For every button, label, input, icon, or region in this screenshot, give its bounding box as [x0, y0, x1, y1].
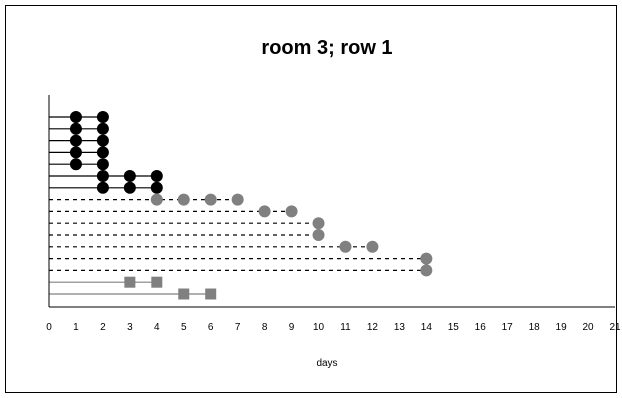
chart-row — [49, 217, 325, 230]
data-point-circle — [150, 170, 163, 182]
x-tick-label: 19 — [556, 322, 568, 333]
data-point-circle — [96, 170, 109, 182]
data-point-square — [124, 276, 136, 288]
x-tick-label: 4 — [154, 322, 160, 333]
data-point-circle — [150, 193, 163, 206]
data-point-circle — [420, 252, 433, 265]
data-point-circle — [312, 229, 325, 241]
data-point-circle — [339, 240, 352, 253]
chart-title: room 3; row 1 — [261, 37, 392, 59]
chart-row — [49, 122, 109, 135]
data-point-circle — [204, 193, 217, 206]
x-tick-label: 9 — [289, 322, 295, 333]
x-tick-label: 10 — [313, 322, 325, 333]
data-point-circle — [312, 217, 325, 230]
chart-row — [49, 158, 109, 171]
chart-row — [49, 229, 325, 241]
chart-row — [49, 276, 163, 288]
x-tick-label: 21 — [609, 322, 621, 333]
data-point-circle — [69, 134, 82, 147]
x-tick-label: 5 — [181, 322, 187, 333]
x-tick-label: 2 — [100, 322, 106, 333]
data-point-circle — [69, 158, 82, 171]
data-point-circle — [96, 181, 109, 194]
chart-row — [49, 146, 109, 159]
chart-row — [49, 252, 433, 265]
data-point-square — [178, 288, 190, 300]
chart-row — [49, 205, 298, 218]
data-point-circle — [258, 205, 271, 218]
data-point-circle — [69, 111, 82, 123]
x-tick-label: 12 — [367, 322, 379, 333]
data-point-circle — [231, 193, 244, 206]
data-point-square — [205, 288, 217, 300]
data-point-circle — [69, 122, 82, 135]
chart-rows — [49, 111, 433, 300]
x-tick-label: 1 — [73, 322, 79, 333]
data-point-circle — [96, 134, 109, 147]
data-point-circle — [96, 111, 109, 123]
data-point-circle — [123, 181, 136, 194]
x-axis-label: days — [316, 358, 337, 369]
data-point-circle — [96, 158, 109, 171]
chart-row — [49, 264, 433, 277]
chart-row — [49, 111, 109, 123]
x-tick-label: 6 — [208, 322, 214, 333]
chart-row — [49, 193, 244, 206]
data-point-circle — [285, 205, 298, 218]
data-point-circle — [96, 146, 109, 159]
chart-row — [49, 181, 163, 194]
x-tick-label: 3 — [127, 322, 133, 333]
x-tick-label: 7 — [235, 322, 241, 333]
x-tick-label: 18 — [529, 322, 541, 333]
data-point-circle — [420, 264, 433, 277]
x-tick-label: 8 — [262, 322, 268, 333]
x-tick-label: 16 — [475, 322, 487, 333]
data-point-circle — [150, 181, 163, 194]
data-point-square — [151, 276, 163, 288]
x-tick-label: 15 — [448, 322, 460, 333]
x-tick-label: 13 — [394, 322, 406, 333]
x-axis-ticks: 0 1 2 3 4 5 6 7 8 9 10 11 12 13 14 15 16 17 18 19 20 21 — [46, 322, 621, 333]
data-point-circle — [123, 170, 136, 182]
x-tick-label: 20 — [582, 322, 594, 333]
x-tick-label: 14 — [421, 322, 433, 333]
data-point-circle — [177, 193, 190, 206]
data-point-circle — [366, 240, 379, 253]
chart-row — [49, 240, 379, 253]
chart-row — [49, 134, 109, 147]
x-tick-label: 17 — [502, 322, 514, 333]
chart-row — [49, 170, 163, 182]
chart-row — [49, 288, 217, 300]
x-tick-label: 11 — [340, 322, 351, 333]
data-point-circle — [96, 122, 109, 135]
x-tick-label: 0 — [46, 322, 52, 333]
data-point-circle — [69, 146, 82, 159]
